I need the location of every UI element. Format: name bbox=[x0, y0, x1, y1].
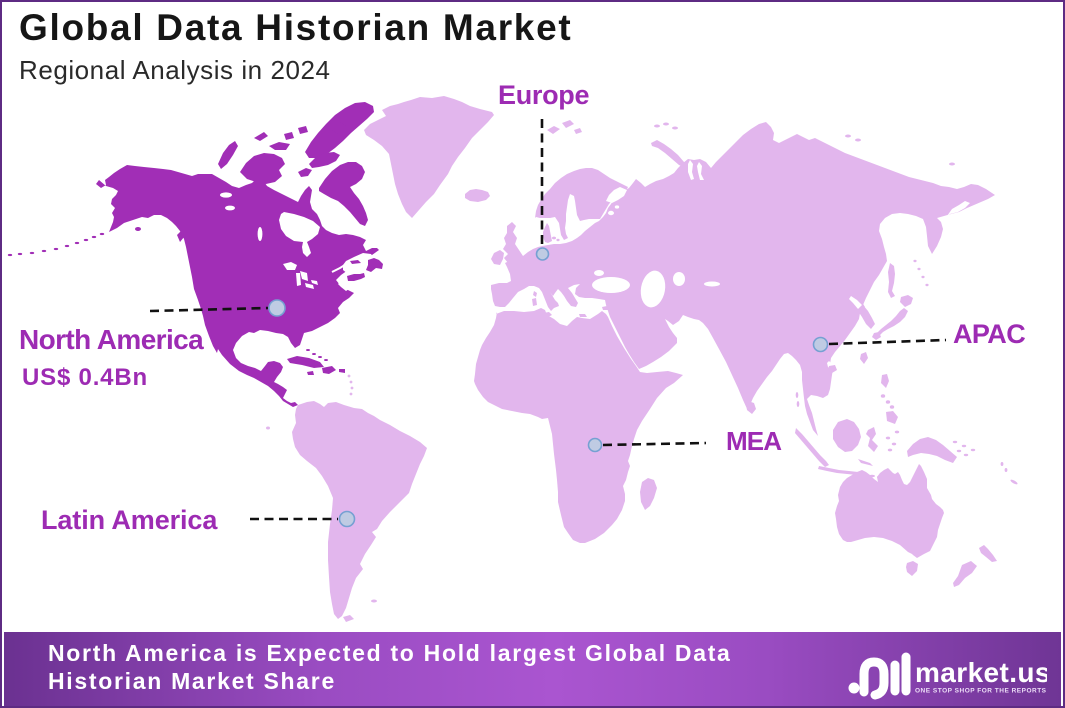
svg-text:APAC: APAC bbox=[953, 319, 1025, 349]
svg-text:Latin America: Latin America bbox=[41, 505, 218, 535]
svg-text:market.us: market.us bbox=[915, 657, 1047, 688]
svg-text:MEA: MEA bbox=[726, 426, 782, 456]
svg-text:ONE STOP SHOP FOR THE REPORTS: ONE STOP SHOP FOR THE REPORTS bbox=[915, 688, 1047, 695]
svg-text:Europe: Europe bbox=[498, 80, 589, 110]
svg-text:US$ 0.4Bn: US$ 0.4Bn bbox=[22, 364, 148, 391]
svg-text:North America: North America bbox=[19, 324, 204, 355]
